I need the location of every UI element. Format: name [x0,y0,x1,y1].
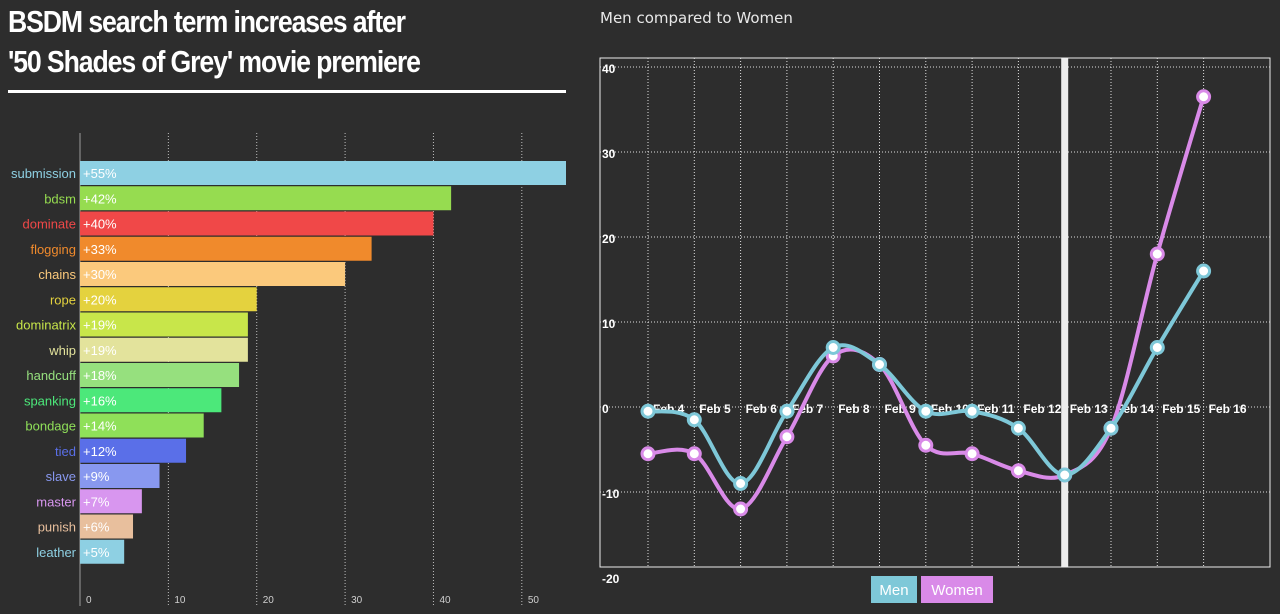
bar-chart-panel: BSDM search term increases after '50 Sha… [0,0,580,614]
data-point-men[interactable] [779,403,795,419]
data-point-men[interactable] [825,340,841,355]
bar[interactable] [80,312,248,337]
data-point-women[interactable] [640,446,656,462]
line-y-tick-label: 10 [602,317,616,331]
bar-category-label: submission [11,166,76,181]
data-point-women[interactable] [1010,463,1026,479]
data-point-men[interactable] [1196,263,1212,279]
data-point-men[interactable] [1149,340,1165,355]
line-chart-title: Men compared to Women [600,9,793,27]
bar-category-label: leather [36,545,76,560]
bar[interactable] [80,337,248,362]
bar-x-tick-label: 50 [528,595,540,606]
highlight-marker [1061,58,1069,567]
bar-category-label: flogging [30,242,76,257]
bar-category-label: tied [55,444,76,459]
line-chart-panel: Men compared to Women -20 -10 0 10 20 30 40 Feb… [580,0,1280,614]
legend-swatch-women [921,576,993,603]
line-x-tick-label: Feb 5 [699,402,731,416]
headline: BSDM search term increases after '50 Sha… [8,2,490,82]
bar[interactable] [80,287,257,312]
data-point-women[interactable] [779,429,795,445]
data-point-women[interactable] [1149,246,1165,262]
data-point-women[interactable] [686,446,702,462]
bar-category-label: dominate [23,217,76,232]
bar-category-label: chains [38,267,76,282]
line-x-tick-label: Feb 13 [1070,402,1108,416]
bar-category-label: spanking [24,393,76,408]
bar-category-label: bondage [25,419,76,434]
headline-line-1: BSDM search term increases after [8,4,406,39]
data-point-men[interactable] [964,403,980,419]
bar-category-label: slave [46,469,76,484]
line-y-tick-label: -20 [602,572,620,586]
bar-category-label: whip [48,343,76,358]
bar-x-tick-label: 10 [174,595,186,606]
data-point-men[interactable] [1103,420,1119,436]
bar[interactable] [80,489,142,514]
data-point-men[interactable] [1057,467,1073,483]
legend-item-women[interactable]: Women [921,576,993,603]
bar[interactable] [80,211,434,236]
data-point-women[interactable] [1196,89,1212,105]
bar[interactable] [80,539,125,564]
data-point-men[interactable] [640,403,656,419]
bar[interactable] [80,464,160,488]
data-point-men[interactable] [733,476,749,491]
line-x-tick-label: Feb 12 [1023,402,1061,416]
bar-category-label: master [36,494,76,509]
data-point-men[interactable] [686,412,702,428]
bar[interactable] [80,236,372,261]
line-x-tick-label: Feb 8 [838,402,870,416]
data-point-women[interactable] [964,446,980,462]
bar[interactable] [80,262,346,286]
bar-x-tick-label: 30 [351,595,363,606]
bar-x-tick-label: 40 [439,595,451,606]
line-y-tick-label: 20 [602,232,616,246]
data-point-men[interactable] [872,357,887,372]
legend-swatch-men [871,576,917,603]
data-point-women[interactable] [733,501,749,517]
bar-x-tick-label: 0 [86,595,92,606]
line-x-tick-label: Feb 15 [1162,402,1200,416]
line-x-tick-label: Feb 16 [1209,402,1247,416]
headline-line-2: '50 Shades of Grey' movie premiere [8,44,421,79]
bar-x-tick-label: 20 [263,595,275,606]
data-point-men[interactable] [918,403,934,419]
legend-item-men[interactable]: Men [871,576,917,603]
data-point-women[interactable] [918,437,934,453]
bar-category-label: punish [38,520,76,535]
bar-category-label: rope [50,292,76,307]
bar-category-label: dominatrix [16,318,76,333]
bar[interactable] [80,363,240,387]
line-y-tick-label: 0 [602,402,609,416]
bar-category-label: bdsm [44,191,76,206]
bar[interactable] [80,186,452,211]
headline-underline [8,90,566,93]
line-y-tick-label: -10 [602,487,620,501]
bar[interactable] [80,161,566,185]
bar-category-label: handcuff [26,368,76,383]
line-x-tick-label: Feb 6 [746,402,778,416]
bar[interactable] [80,413,204,438]
data-point-men[interactable] [1010,420,1026,436]
line-x-tick-label: Feb 7 [792,402,824,416]
line-y-tick-label: 40 [602,62,616,76]
plot-area-border [599,57,1271,568]
line-y-tick-label: 30 [602,147,616,161]
bar[interactable] [80,514,134,539]
bar[interactable] [80,438,187,463]
bar[interactable] [80,388,222,413]
